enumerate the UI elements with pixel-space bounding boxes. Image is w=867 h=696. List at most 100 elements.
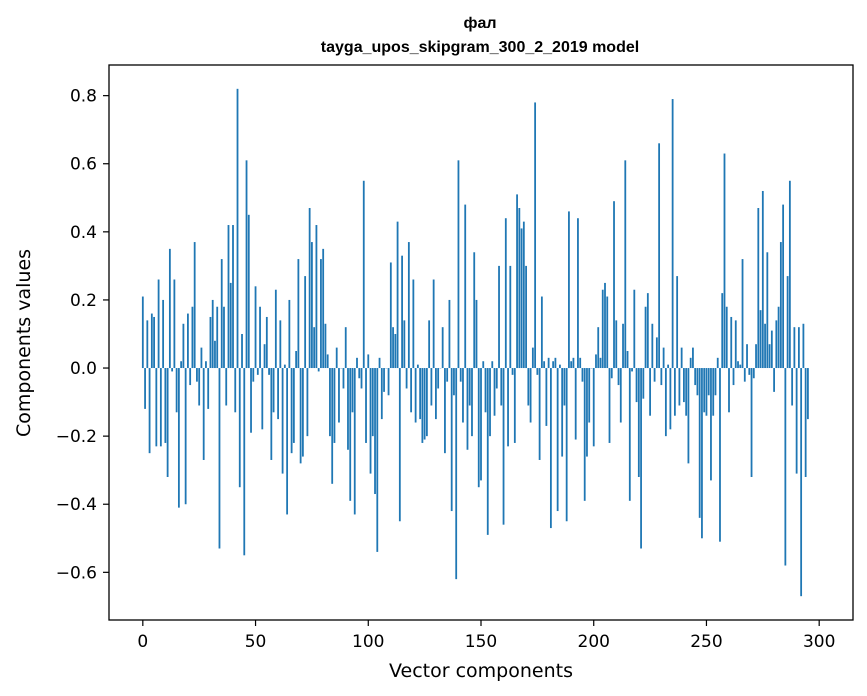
bar bbox=[554, 357, 557, 369]
bar bbox=[570, 361, 573, 369]
bar bbox=[153, 316, 155, 369]
bar bbox=[615, 320, 618, 369]
bar bbox=[347, 368, 349, 450]
bar bbox=[159, 368, 162, 447]
bar bbox=[168, 248, 171, 369]
bar bbox=[710, 368, 712, 481]
bar bbox=[202, 368, 205, 460]
bar bbox=[543, 361, 546, 369]
bar bbox=[444, 368, 446, 454]
bar bbox=[743, 368, 746, 382]
bar bbox=[353, 368, 356, 515]
bar bbox=[322, 248, 325, 369]
bar bbox=[351, 368, 354, 413]
bar bbox=[673, 368, 676, 416]
bar bbox=[531, 347, 534, 369]
bar bbox=[405, 368, 408, 389]
bar bbox=[462, 368, 464, 423]
bar bbox=[807, 368, 809, 420]
bar bbox=[552, 361, 555, 369]
bar bbox=[475, 299, 478, 369]
bar bbox=[707, 368, 710, 396]
bar bbox=[292, 368, 295, 443]
bar bbox=[437, 368, 440, 389]
bar bbox=[419, 368, 422, 420]
bar bbox=[410, 368, 413, 413]
bar bbox=[144, 368, 146, 409]
bar bbox=[728, 368, 730, 413]
bar bbox=[200, 347, 203, 369]
chart-title: фал bbox=[463, 15, 496, 32]
bar bbox=[606, 296, 609, 369]
bar bbox=[631, 368, 633, 372]
y-tick-label: −0.6 bbox=[56, 563, 97, 583]
bar bbox=[416, 364, 419, 369]
bar bbox=[272, 368, 275, 413]
bar bbox=[633, 289, 636, 369]
bar bbox=[380, 368, 383, 420]
bar bbox=[301, 368, 304, 457]
bar bbox=[549, 368, 552, 529]
bar bbox=[662, 347, 665, 369]
bar bbox=[797, 327, 800, 369]
bar bbox=[259, 306, 261, 369]
bar bbox=[394, 333, 397, 369]
bar bbox=[277, 368, 279, 420]
bar bbox=[374, 368, 376, 495]
bar bbox=[547, 357, 550, 369]
bar bbox=[658, 143, 661, 369]
bar bbox=[586, 368, 588, 457]
bar bbox=[446, 368, 449, 382]
bar bbox=[513, 368, 516, 443]
bar bbox=[610, 368, 613, 379]
bar bbox=[491, 361, 494, 369]
x-tick-label: 0 bbox=[137, 632, 148, 652]
bar bbox=[392, 327, 394, 369]
bar bbox=[464, 204, 467, 369]
bar bbox=[568, 211, 570, 369]
bar bbox=[198, 368, 201, 406]
bar bbox=[459, 368, 462, 382]
bar bbox=[360, 368, 363, 389]
bar bbox=[592, 368, 595, 447]
bar bbox=[421, 368, 424, 443]
bar bbox=[701, 368, 703, 539]
bar bbox=[750, 368, 753, 477]
bars-group bbox=[141, 88, 809, 597]
bar bbox=[335, 347, 338, 369]
bar bbox=[146, 320, 149, 369]
bar bbox=[642, 368, 645, 399]
bar bbox=[559, 364, 561, 369]
bar bbox=[800, 368, 803, 597]
bar bbox=[732, 368, 735, 386]
bar bbox=[191, 306, 194, 369]
y-tick-label: 0.8 bbox=[70, 87, 97, 107]
bar bbox=[694, 368, 697, 386]
bar bbox=[516, 194, 518, 369]
bar bbox=[628, 368, 631, 501]
bar bbox=[283, 364, 286, 369]
bar bbox=[529, 368, 532, 423]
bar bbox=[651, 323, 654, 369]
bar bbox=[721, 293, 724, 369]
bar bbox=[320, 259, 322, 369]
y-tick-label: 0.0 bbox=[70, 359, 97, 379]
bar bbox=[786, 276, 789, 369]
bar bbox=[268, 368, 270, 375]
bar bbox=[696, 368, 699, 396]
bar bbox=[376, 368, 379, 552]
bar bbox=[225, 368, 228, 406]
bar bbox=[196, 368, 198, 382]
bar bbox=[622, 323, 624, 369]
bar bbox=[428, 320, 431, 369]
bar bbox=[685, 368, 688, 416]
bar bbox=[412, 279, 415, 369]
bar bbox=[667, 364, 670, 369]
bar bbox=[583, 368, 586, 501]
bar bbox=[189, 368, 192, 386]
x-tick-label: 150 bbox=[465, 632, 497, 652]
bar bbox=[286, 368, 289, 515]
bar bbox=[423, 368, 426, 440]
bar bbox=[561, 368, 564, 457]
